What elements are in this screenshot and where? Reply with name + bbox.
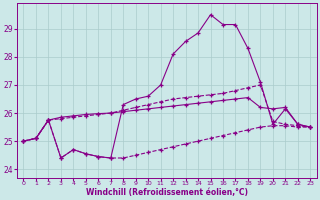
X-axis label: Windchill (Refroidissement éolien,°C): Windchill (Refroidissement éolien,°C)	[86, 188, 248, 197]
